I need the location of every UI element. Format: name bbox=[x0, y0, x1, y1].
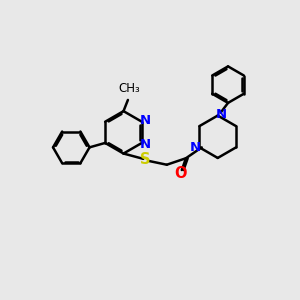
Text: CH₃: CH₃ bbox=[118, 82, 140, 95]
Text: O: O bbox=[174, 166, 187, 181]
Text: N: N bbox=[140, 138, 151, 151]
Text: N: N bbox=[140, 114, 151, 127]
Text: N: N bbox=[189, 141, 200, 154]
Text: S: S bbox=[140, 152, 151, 167]
Text: N: N bbox=[216, 108, 227, 121]
